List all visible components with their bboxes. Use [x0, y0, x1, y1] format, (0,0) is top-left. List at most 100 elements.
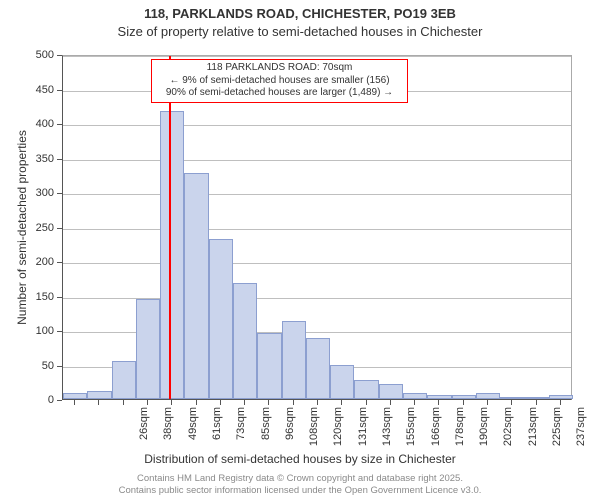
y-tick-mark	[57, 159, 62, 160]
y-tick-label: 150	[0, 291, 54, 303]
x-tick-mark	[171, 400, 172, 405]
x-tick-label: 120sqm	[332, 407, 344, 467]
y-tick-mark	[57, 228, 62, 229]
grid-line	[63, 263, 571, 264]
x-tick-label: 38sqm	[162, 407, 174, 467]
x-tick-label: 85sqm	[260, 407, 272, 467]
grid-line	[63, 229, 571, 230]
y-tick-label: 500	[0, 49, 54, 61]
x-tick-mark	[438, 400, 439, 405]
bar	[427, 395, 451, 399]
y-tick-mark	[57, 297, 62, 298]
x-tick-mark	[244, 400, 245, 405]
bar	[160, 111, 184, 399]
x-tick-mark	[196, 400, 197, 405]
x-tick-mark	[74, 400, 75, 405]
x-tick-label: 237sqm	[575, 407, 587, 467]
y-tick-label: 50	[0, 360, 54, 372]
x-tick-mark	[414, 400, 415, 405]
x-tick-label: 131sqm	[357, 407, 369, 467]
x-tick-label: 155sqm	[405, 407, 417, 467]
bar	[87, 391, 111, 399]
x-tick-label: 61sqm	[211, 407, 223, 467]
x-tick-label: 73sqm	[235, 407, 247, 467]
x-tick-mark	[341, 400, 342, 405]
x-tick-label: 190sqm	[478, 407, 490, 467]
bar	[476, 393, 500, 399]
bar	[233, 283, 257, 399]
x-tick-mark	[560, 400, 561, 405]
annotation-line: 118 PARKLANDS ROAD: 70sqm	[158, 62, 401, 75]
bar	[209, 239, 233, 399]
bar	[63, 393, 87, 399]
grid-line	[63, 56, 571, 57]
y-tick-mark	[57, 124, 62, 125]
x-tick-label: 166sqm	[430, 407, 442, 467]
footnote-line-1: Contains HM Land Registry data © Crown c…	[0, 473, 600, 484]
bar	[306, 338, 330, 399]
footnote-line-2: Contains public sector information licen…	[0, 485, 600, 496]
bar	[403, 393, 427, 399]
x-tick-mark	[268, 400, 269, 405]
y-tick-label: 400	[0, 118, 54, 130]
grid-line	[63, 125, 571, 126]
x-tick-label: 202sqm	[502, 407, 514, 467]
x-tick-label: 96sqm	[284, 407, 296, 467]
x-tick-label: 49sqm	[187, 407, 199, 467]
bar	[257, 333, 281, 399]
chart-container: 118, PARKLANDS ROAD, CHICHESTER, PO19 3E…	[0, 0, 600, 500]
plot-area: 118 PARKLANDS ROAD: 70sqm← 9% of semi-de…	[62, 55, 572, 400]
bar	[379, 384, 403, 399]
x-tick-mark	[220, 400, 221, 405]
y-tick-mark	[57, 193, 62, 194]
x-tick-mark	[366, 400, 367, 405]
y-tick-mark	[57, 366, 62, 367]
y-tick-mark	[57, 90, 62, 91]
y-tick-label: 100	[0, 325, 54, 337]
y-tick-label: 350	[0, 153, 54, 165]
x-tick-mark	[147, 400, 148, 405]
y-tick-label: 300	[0, 187, 54, 199]
annotation-box: 118 PARKLANDS ROAD: 70sqm← 9% of semi-de…	[151, 59, 408, 103]
x-tick-mark	[511, 400, 512, 405]
bar	[524, 397, 548, 399]
y-tick-mark	[57, 400, 62, 401]
x-tick-label: 213sqm	[527, 407, 539, 467]
x-tick-mark	[317, 400, 318, 405]
bar	[549, 395, 573, 399]
x-tick-mark	[123, 400, 124, 405]
x-tick-mark	[463, 400, 464, 405]
chart-subtitle: Size of property relative to semi-detach…	[0, 24, 600, 39]
annotation-line: 90% of semi-detached houses are larger (…	[158, 87, 401, 100]
x-tick-label: 225sqm	[551, 407, 563, 467]
annotation-line: ← 9% of semi-detached houses are smaller…	[158, 75, 401, 88]
x-tick-label: 26sqm	[138, 407, 150, 467]
bar	[354, 380, 378, 399]
bar	[452, 395, 476, 399]
y-tick-label: 0	[0, 394, 54, 406]
property-marker-line	[169, 56, 171, 399]
x-tick-mark	[98, 400, 99, 405]
x-tick-label: 108sqm	[308, 407, 320, 467]
x-tick-label: 143sqm	[381, 407, 393, 467]
y-tick-mark	[57, 55, 62, 56]
bar	[330, 365, 354, 400]
x-tick-mark	[293, 400, 294, 405]
x-tick-mark	[390, 400, 391, 405]
y-tick-label: 250	[0, 222, 54, 234]
bar	[112, 361, 136, 399]
y-tick-mark	[57, 331, 62, 332]
bar	[136, 299, 160, 399]
bar	[500, 397, 524, 399]
grid-line	[63, 194, 571, 195]
x-tick-label: 178sqm	[454, 407, 466, 467]
grid-line	[63, 160, 571, 161]
bar	[282, 321, 306, 399]
y-tick-label: 200	[0, 256, 54, 268]
y-tick-mark	[57, 262, 62, 263]
chart-title: 118, PARKLANDS ROAD, CHICHESTER, PO19 3E…	[0, 6, 600, 21]
x-tick-mark	[536, 400, 537, 405]
y-tick-label: 450	[0, 84, 54, 96]
x-tick-mark	[487, 400, 488, 405]
bar	[184, 173, 208, 399]
